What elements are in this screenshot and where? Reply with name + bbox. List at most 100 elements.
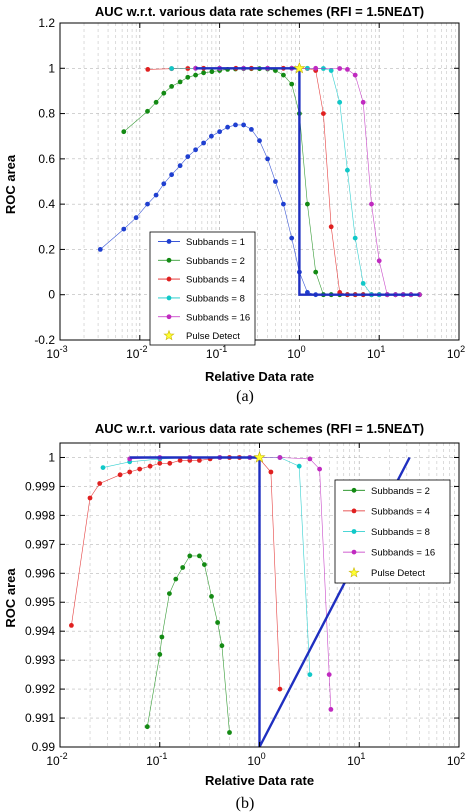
y-tick-label: 0.997 — [25, 537, 55, 551]
series-point-3 — [145, 67, 151, 72]
series-point-1 — [225, 124, 231, 130]
x-tick-label: 101 — [347, 751, 365, 768]
series-point-1 — [180, 565, 186, 570]
series-point-4 — [307, 456, 313, 462]
legend-marker — [351, 529, 357, 534]
y-tick-label: 0.994 — [25, 624, 55, 638]
series-point-1 — [265, 156, 270, 162]
y-tick-label: 0.4 — [38, 197, 55, 211]
series-point-5 — [369, 201, 374, 207]
series-point-1 — [144, 724, 150, 730]
series-point-1 — [185, 154, 191, 160]
series-point-2 — [157, 460, 163, 466]
series-line-5 — [129, 456, 411, 748]
x-tick-label: 10-1 — [146, 751, 167, 768]
legend-marker — [166, 295, 172, 301]
series-point-1 — [169, 172, 175, 178]
x-tick-label: 102 — [447, 751, 465, 768]
series-point-2 — [69, 623, 74, 628]
series-point-1 — [257, 138, 262, 144]
series-point-2 — [193, 72, 199, 78]
y-tick-label: 0.991 — [25, 711, 55, 725]
series-point-2 — [268, 469, 274, 475]
pulse-detect-star — [293, 61, 306, 74]
series-point-1 — [281, 201, 286, 207]
x-tick-label: 100 — [247, 751, 265, 768]
legend-entry-label: Subbands = 2 — [371, 486, 430, 497]
series-point-4 — [277, 455, 283, 460]
series-point-4 — [328, 68, 334, 73]
y-tick-label: 0.2 — [38, 242, 55, 256]
series-point-2 — [281, 72, 286, 78]
series-point-1 — [167, 591, 172, 596]
series-point-2 — [153, 99, 159, 105]
y-tick-label: 0.8 — [38, 107, 55, 121]
legend-entry-label: Subbands = 4 — [186, 275, 245, 286]
y-tick-label: 1.2 — [38, 16, 55, 30]
series-point-5 — [345, 67, 350, 72]
series-point-1 — [289, 235, 295, 241]
series-point-1 — [219, 643, 225, 649]
chart-a: 10-3 10-2 10-1 100 101 102-0.200.20.40.60.811… — [3, 4, 465, 384]
series-point-4 — [317, 466, 322, 472]
series-point-1 — [97, 247, 103, 252]
y-tick-label: 0.993 — [25, 653, 55, 667]
series-point-5 — [337, 66, 343, 71]
series-point-3 — [307, 672, 313, 677]
series-point-4 — [337, 99, 343, 105]
legend-entry-label: Pulse Detect — [186, 331, 240, 342]
y-ticks: 0.99 0.991 0.992 0.993 0.994 0.995 0.996 0.997 0… — [25, 450, 459, 754]
x-axis-label: Relative Data rate — [205, 369, 314, 384]
series-point-1 — [187, 553, 193, 559]
series-point-2 — [305, 201, 310, 207]
series-point-1 — [157, 652, 163, 657]
y-tick-label: 0.999 — [25, 479, 55, 493]
series-point-1 — [133, 215, 139, 221]
y-axis-label: ROC area — [3, 154, 18, 214]
caption-a: (a) — [236, 388, 254, 405]
series-point-5 — [360, 99, 366, 105]
plot-area — [60, 23, 459, 340]
series-point-4 — [360, 281, 366, 286]
chart-title: AUC w.r.t. various data rate schemes (RF… — [95, 421, 424, 436]
series-point-1 — [202, 562, 207, 567]
series-point-1 — [227, 730, 232, 735]
series-point-2 — [313, 269, 319, 275]
series-point-1 — [209, 594, 214, 599]
series-point-1 — [193, 147, 199, 153]
series-point-1 — [273, 179, 278, 184]
x-tick-label: 10-2 — [46, 751, 67, 768]
legend-entry-label: Subbands = 1 — [186, 237, 245, 248]
series-point-2 — [137, 466, 143, 472]
y-tick-label: 0.998 — [25, 508, 55, 522]
series-point-2 — [147, 463, 153, 469]
legend-marker — [351, 508, 357, 514]
series-point-1 — [173, 576, 179, 582]
series-point-2 — [167, 460, 173, 466]
series-point-1 — [159, 634, 165, 640]
legend-entry-label: Subbands = 16 — [371, 548, 435, 559]
y-tick-label: 0.6 — [38, 152, 55, 166]
series-point-2 — [289, 81, 295, 87]
series-point-2 — [177, 458, 183, 463]
series-point-4 — [352, 235, 358, 241]
legend-marker — [166, 314, 172, 320]
legend: Subbands = 2 Subbands = 4 Subbands = 8 Subb… — [334, 479, 451, 584]
y-tick-label: 0.995 — [25, 595, 55, 609]
series-point-2 — [127, 469, 133, 475]
legend: Subbands = 1 Subbands = 2 Subbands = 4 Subb… — [149, 231, 256, 346]
x-ticks: 10-3 10-2 10-1 100 101 102 — [46, 23, 465, 361]
caption-b: (b) — [236, 795, 255, 812]
series-line-6 — [195, 67, 420, 296]
series-group — [69, 451, 411, 748]
legend-box — [149, 231, 256, 346]
series-point-2 — [169, 84, 175, 89]
x-tick-label: 10-1 — [206, 344, 227, 361]
series-point-2 — [145, 108, 150, 114]
legend-marker — [351, 549, 357, 555]
y-axis-label: ROC area — [3, 568, 18, 628]
legend-entry-label: Pulse Detect — [371, 568, 425, 579]
pulse-detect-star — [253, 451, 266, 463]
series-point-4 — [345, 167, 350, 173]
